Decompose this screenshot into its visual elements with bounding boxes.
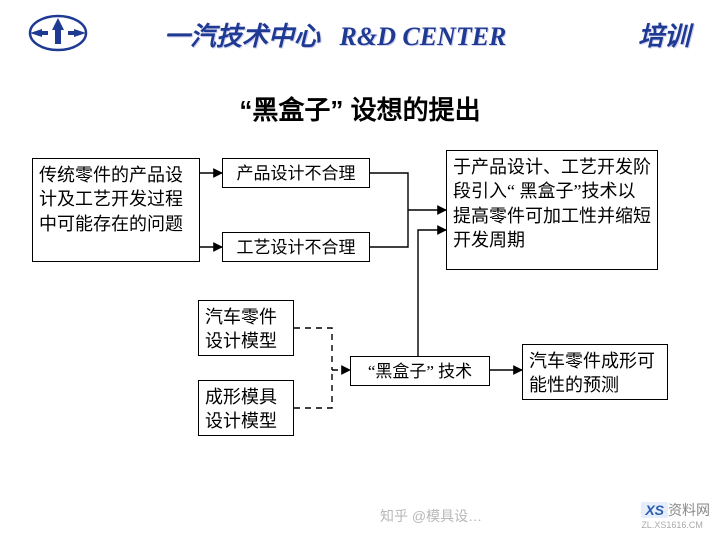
watermark-url: ZL.XS1616.CM <box>641 520 710 530</box>
header-title: 一汽技术中心 R&D CENTER <box>164 16 506 53</box>
watermark-zhihu: 知乎 @模具设… <box>380 506 482 526</box>
edge-n7-n4 <box>418 230 446 356</box>
watermark-site: XS资料网 ZL.XS1616.CM <box>641 500 710 530</box>
node-n7: “黑盒子” 技术 <box>350 356 490 386</box>
edge-n6-j2 <box>294 370 332 408</box>
edge-n3-j1 <box>370 210 408 247</box>
node-n4: 于产品设计、工艺开发阶段引入“ 黑盒子”技术以提高零件可加工性并缩短开发周期 <box>446 150 658 270</box>
edge-n2-j1 <box>370 173 408 210</box>
page-title: “黑盒子” 设想的提出 <box>0 90 720 127</box>
node-n3: 工艺设计不合理 <box>222 232 370 262</box>
header-title-en: R&D CENTER <box>340 22 507 51</box>
watermark-label: 资料网 <box>668 502 710 518</box>
node-n5: 汽车零件设计模型 <box>198 300 294 356</box>
node-n2: 产品设计不合理 <box>222 158 370 188</box>
edge-n5-j2 <box>294 328 332 370</box>
node-n8: 汽车零件成形可能性的预测 <box>522 344 668 400</box>
logo <box>28 12 88 59</box>
node-n1: 传统零件的产品设计及工艺开发过程中可能存在的问题 <box>32 158 200 262</box>
header-title-cn: 一汽技术中心 <box>164 22 320 51</box>
header-right: 培训 <box>638 16 690 53</box>
header: 一汽技术中心 R&D CENTER 培训 <box>0 0 720 60</box>
arrows-layer <box>0 0 720 540</box>
watermark-xs: XS <box>641 502 668 518</box>
node-n6: 成形模具设计模型 <box>198 380 294 436</box>
